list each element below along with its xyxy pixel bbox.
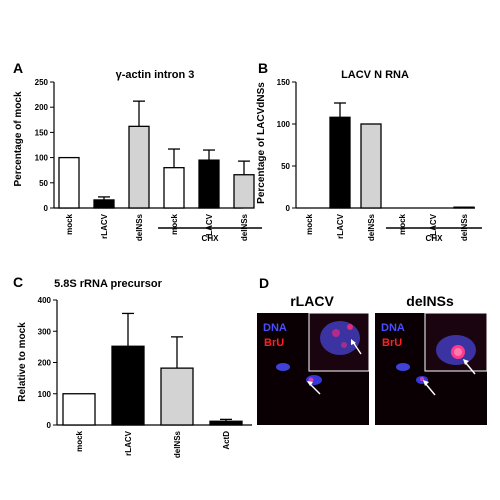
category-label: mock [65,213,74,234]
group-label: CHX [202,234,220,243]
y-tick-label: 250 [35,78,49,87]
micro-title-rlacv: rLACV [290,293,334,309]
bar [453,206,475,209]
arrow-head [307,381,313,386]
panel-a: A γ-actin intron 3 Percentage of mock 0 5… [13,60,262,243]
bar [128,125,150,209]
y-tick-label: 150 [35,128,49,137]
category-label: ActD [222,431,231,450]
bar [329,116,351,209]
panel-a-title: γ-actin intron 3 [116,69,195,81]
y-tick-label: 50 [39,179,48,188]
dna-label: DNA [381,322,405,334]
panel-c-ylabel: Relative to mock [17,322,28,402]
bru-spot [308,377,314,383]
micrograph-delnss: DNA BrU [375,312,488,425]
bar [209,420,243,426]
panel-b-letter: B [258,60,268,76]
arrow-head [463,359,469,365]
bru-label: BrU [264,337,284,349]
micro-title-delnss: delNSs [406,293,454,309]
bru-label: BrU [382,337,402,349]
y-tick-label: 100 [35,154,49,163]
category-label: rLACV [205,213,214,239]
bar [163,167,185,209]
bar [93,199,115,209]
panel-a-letter: A [13,60,23,76]
panel-c: C 5.8S rRNA precursor Relative to mock 0… [13,274,252,458]
inset-nucleus [320,321,360,355]
panel-b-title: LACV N RNA [341,69,409,81]
y-tick-label: 100 [38,390,52,399]
group-label: CHX [426,234,444,243]
panel-a-marks: 050100150200250mockrLACVdelNSsmockrLACVd… [35,78,262,243]
category-label: mock [170,213,179,234]
micrograph-rlacv: DNA BrU [257,312,370,425]
panel-a-ylabel: Percentage of mock [13,91,24,186]
y-tick-label: 50 [281,162,290,171]
y-tick-label: 0 [44,204,49,213]
category-label: mock [398,213,407,234]
bar [198,159,220,209]
inset-bru-core [454,348,462,356]
category-label: mock [75,430,84,451]
y-tick-label: 0 [286,204,291,213]
inset-bru-spot [332,329,340,337]
bar [111,345,145,426]
category-label: rLACV [124,430,133,456]
y-tick-label: 0 [47,421,52,430]
panel-c-letter: C [13,274,23,290]
bar [233,174,255,209]
bar [160,367,194,426]
dna-label: DNA [263,322,287,334]
panel-d: D rLACV delNSs DNA BrU [257,275,488,425]
panel-b-marks: 050100150mockrLACVdelNSsmockrLACVdelNSsC… [277,78,482,243]
y-tick-label: 100 [277,120,291,129]
panel-d-letter: D [259,275,269,291]
y-tick-label: 300 [38,327,52,336]
panel-c-title: 5.8S rRNA precursor [54,278,163,290]
y-tick-label: 150 [277,78,291,87]
arrow-head [351,339,356,345]
category-label: delNSs [367,213,376,241]
arrow-line [464,361,476,375]
arrow-head [423,380,429,386]
panel-b-ylabel: Percentage of LACVdNSs [256,82,267,204]
category-label: rLACV [429,213,438,239]
y-tick-label: 200 [38,359,52,368]
category-label: delNSs [135,213,144,241]
panel-b: B LACV N RNA Percentage of LACVdNSs 0 50 1… [256,60,482,243]
bar [58,156,80,209]
nucleus-blob [306,375,322,385]
bar [62,393,96,426]
inset-bru-spot [341,342,347,348]
y-tick-label: 200 [35,103,49,112]
category-label: delNSs [173,430,182,458]
nucleus-blob [276,363,290,371]
y-tick-label: 400 [38,296,52,305]
category-label: rLACV [100,213,109,239]
inset-bru-spot [347,324,353,330]
nucleus-blob [396,363,410,371]
bar [360,123,382,209]
category-label: mock [305,213,314,234]
arrow-line [352,341,362,355]
arrow-line [424,382,436,396]
panel-c-marks: 0 100 200 300 400 mock rLACV delNSs ActD [38,296,252,458]
category-label: rLACV [336,213,345,239]
